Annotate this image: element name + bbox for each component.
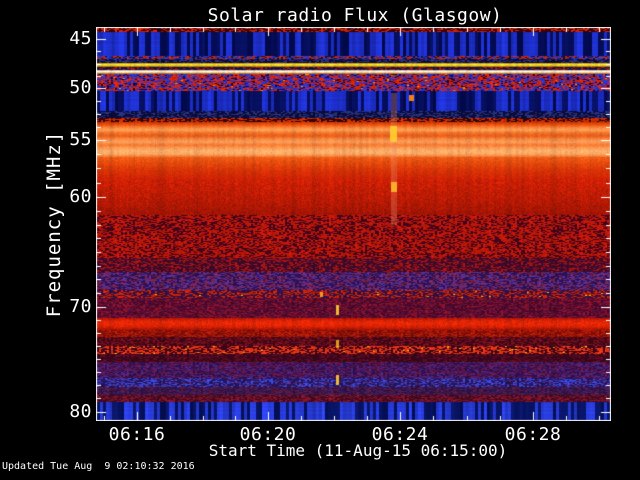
y-tick-label: 55 [69,129,92,150]
y-tick-label: 50 [69,77,92,98]
x-tick-label: 06:20 [239,424,297,445]
x-axis-title: Start Time (11-Aug-15 06:15:00) [208,441,508,460]
update-timestamp: Updated Tue Aug 9 02:10:32 2016 [2,461,195,472]
y-tick-label: 70 [69,296,92,317]
y-tick-label: 45 [69,28,92,49]
x-tick-label: 06:24 [371,424,429,445]
x-tick-label: 06:16 [108,424,166,445]
y-tick-label: 80 [69,401,92,422]
y-axis-title: Frequency [MHz] [43,130,65,318]
y-tick-label: 60 [69,186,92,207]
x-tick-label: 06:28 [504,424,562,445]
spectrogram-heatmap [96,27,611,421]
page-title: Solar radio Flux (Glasgow) [207,5,503,26]
